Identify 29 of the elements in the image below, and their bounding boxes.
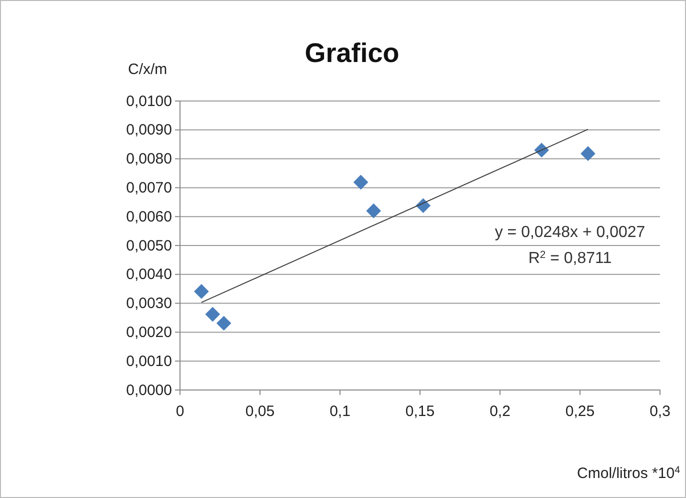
x-tick-label: 0 [176, 403, 184, 420]
x-axis-title: Cmol/litros *10$^{4}$ [577, 464, 681, 482]
x-tick-label: 0,25 [565, 403, 595, 420]
x-tick-label: 0,3 [650, 403, 670, 420]
x-tick-label: 0,1 [330, 403, 350, 420]
point [194, 284, 209, 299]
y-tick-label: 0,0070 [126, 180, 172, 196]
x-tick-label: 0,2 [490, 403, 510, 420]
point [353, 174, 368, 190]
y-tick-label: 0,0000 [126, 382, 172, 399]
y-tick-label: 0,0010 [126, 352, 172, 370]
point [216, 316, 232, 331]
y-tick-label: 0,0080 [126, 150, 172, 168]
chart-title: Grafico [304, 38, 400, 68]
y-tick-label: 0,0060 [126, 208, 172, 226]
point [205, 306, 220, 322]
y-tick-label: 0,0100 [126, 92, 172, 110]
point [366, 203, 382, 218]
annotation: y = 0,0248x + 0,0027 [494, 224, 646, 241]
y-tick-label: 0,0030 [126, 295, 172, 312]
y-tick-label: 0,0040 [126, 266, 172, 284]
y-axis-title: C/x/m [128, 61, 168, 78]
y-tick-label: 0,0020 [126, 324, 172, 341]
y-tick-label: 0,0090 [126, 122, 172, 139]
annotation: R$^{2}$ = 0,8711 [528, 250, 612, 267]
point [580, 146, 596, 162]
x-tick-label: 0,15 [405, 403, 435, 420]
y-tick-label: 0,0050 [126, 237, 172, 254]
x-tick-label: 0,05 [245, 403, 275, 420]
